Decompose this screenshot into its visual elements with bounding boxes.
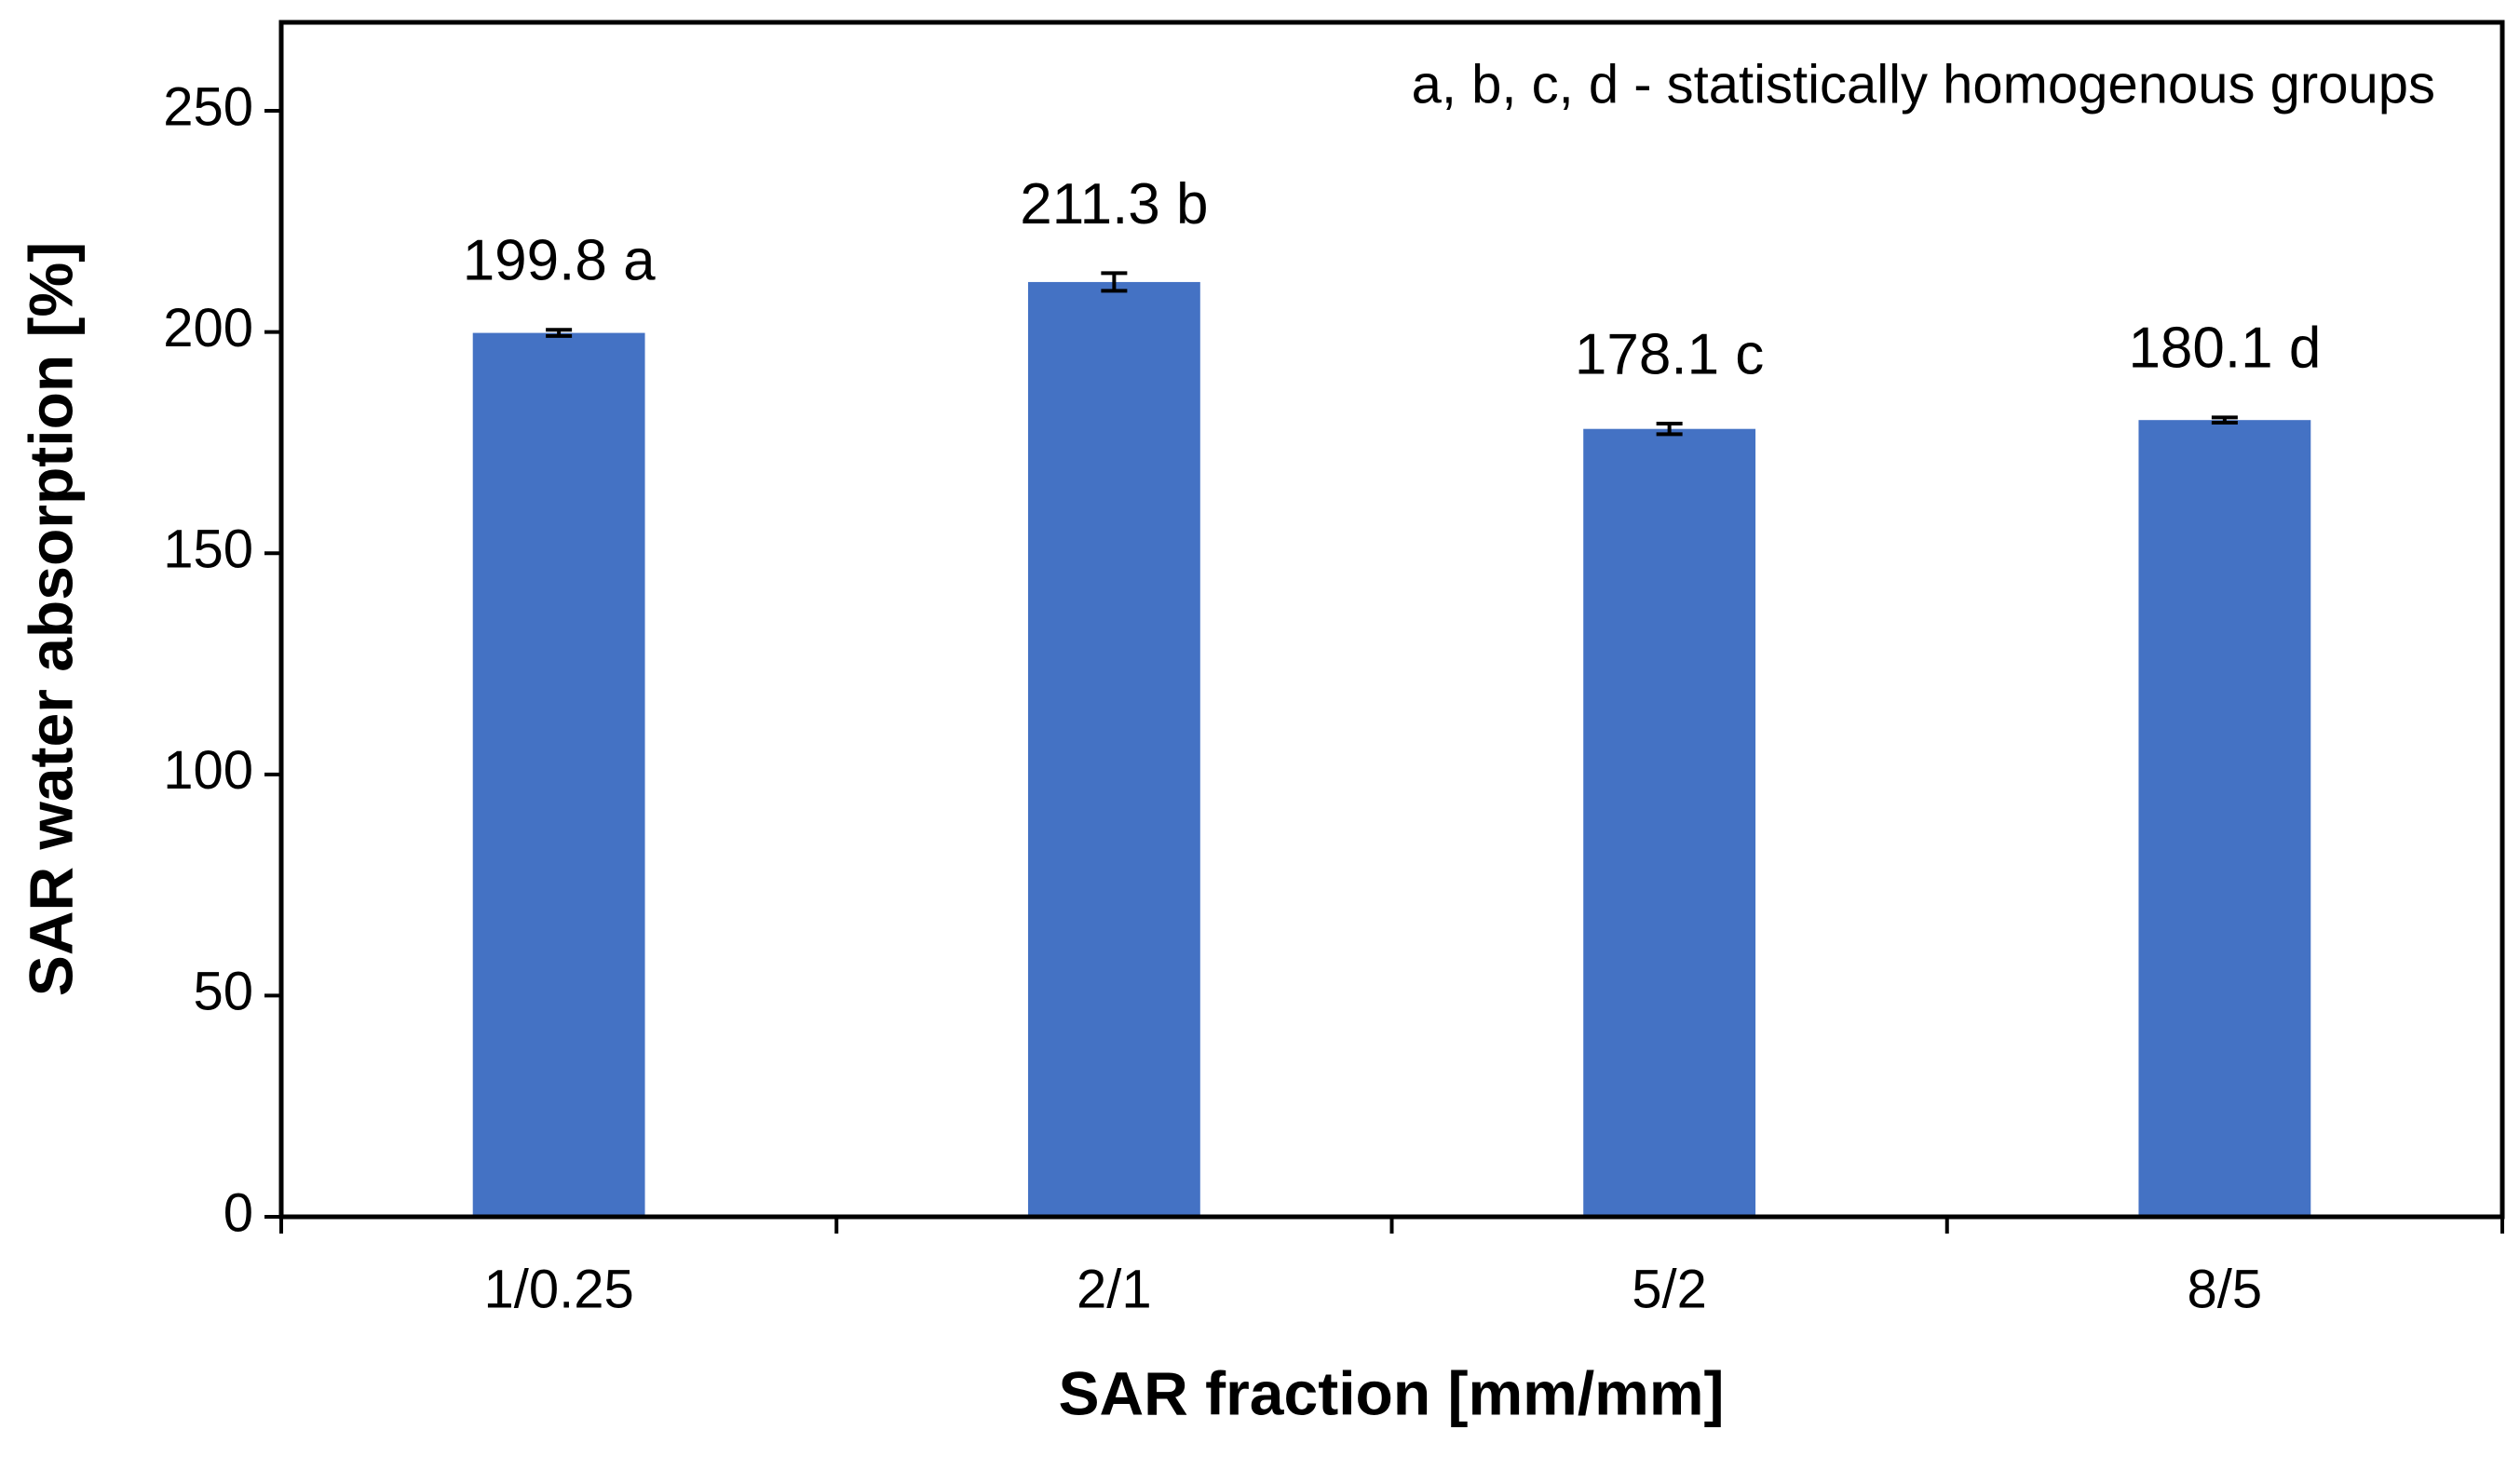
x-axis-title: SAR fraction [mm/mm] <box>1058 1358 1724 1427</box>
bar <box>2138 420 2311 1217</box>
data-label: 199.8 a <box>463 229 656 293</box>
x-tick-label: 8/5 <box>2188 1259 2263 1319</box>
y-tick-label: 200 <box>163 298 253 358</box>
y-tick-label: 250 <box>163 76 253 137</box>
x-tick-label: 2/1 <box>1077 1259 1152 1319</box>
data-label: 180.1 d <box>2128 317 2321 381</box>
y-tick-label: 50 <box>193 962 253 1022</box>
data-label: 211.3 b <box>1020 172 1208 236</box>
bar <box>1027 281 1200 1217</box>
y-axis-title: SAR water absorption [%] <box>16 242 85 996</box>
error-bar <box>1101 271 1128 293</box>
error-bar <box>2211 415 2238 425</box>
x-tick-label: 5/2 <box>1632 1259 1707 1319</box>
y-tick-label: 100 <box>163 740 253 801</box>
error-bar <box>1656 421 1683 437</box>
y-tick-label: 0 <box>224 1182 253 1243</box>
annotation: a, b, c, d - statistically homogenous gr… <box>1412 54 2435 115</box>
y-tick-label: 150 <box>163 519 253 580</box>
data-label: 178.1 c <box>1575 322 1764 386</box>
plot-frame <box>278 20 2505 1220</box>
x-tick-label: 1/0.25 <box>483 1259 633 1319</box>
error-bar <box>546 328 573 338</box>
bar <box>1583 428 1756 1217</box>
bar <box>472 332 645 1218</box>
